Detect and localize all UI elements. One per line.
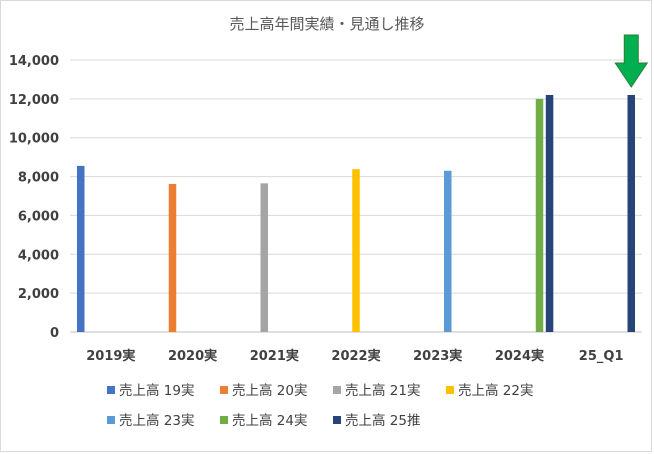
legend-item: 売上高 20実	[220, 382, 307, 399]
x-tick-label: 2024実	[495, 348, 544, 364]
x-tick-label: 25_Q1	[579, 349, 624, 364]
legend-item: 売上高 19実	[107, 382, 194, 399]
bar	[444, 170, 452, 332]
legend-label: 売上高 20実	[232, 382, 307, 399]
bar	[627, 94, 636, 332]
legend-label: 売上高 21実	[345, 382, 420, 399]
legend-label: 売上高 23実	[119, 412, 194, 429]
legend-swatch	[220, 416, 228, 424]
legend-item: 売上高 24実	[220, 412, 307, 429]
bar	[352, 169, 360, 332]
bar	[168, 183, 177, 332]
x-tick-label: 2023実	[413, 348, 462, 364]
legend-item: 売上高 23実	[107, 412, 194, 429]
legend-label: 売上高 19実	[119, 382, 194, 399]
y-tick-label: 2,000	[18, 287, 59, 302]
y-tick-label: 12,000	[9, 93, 59, 108]
legend-swatch	[333, 386, 341, 394]
legend-item: 売上高 25推	[333, 412, 420, 429]
y-axis: 0 2,000 4,000 6,000 8,000 10,000 12,000 14,000	[9, 54, 59, 341]
x-tick-label: 2021実	[250, 348, 299, 364]
legend-swatch	[107, 386, 115, 394]
legend-swatch	[333, 416, 341, 424]
legend-swatch	[107, 416, 115, 424]
x-tick-label: 2022実	[331, 348, 380, 364]
down-arrow-annotation	[614, 34, 649, 88]
y-tick-label: 4,000	[18, 248, 59, 263]
legend-item: 売上高 21実	[333, 382, 420, 399]
legend-label: 売上高 25推	[345, 412, 420, 429]
bars	[76, 94, 636, 332]
x-tick-label: 2019実	[86, 348, 135, 364]
y-tick-label: 8,000	[18, 171, 59, 186]
y-tick-label: 6,000	[18, 209, 59, 224]
y-tick-label: 0	[50, 326, 59, 341]
legend-swatch	[220, 386, 228, 394]
bar	[545, 94, 554, 332]
x-axis: 2019実 2020実 2021実 2022実 2023実 2024実 25_Q1	[86, 348, 623, 364]
legend-item: 売上高 22実	[446, 382, 533, 399]
bar	[76, 165, 85, 332]
y-tick-label: 14,000	[9, 54, 59, 69]
y-tick-label: 10,000	[9, 132, 59, 147]
legend-swatch	[446, 386, 454, 394]
bar	[535, 98, 544, 332]
legend-label: 売上高 22実	[458, 382, 533, 399]
x-tick-label: 2020実	[168, 348, 217, 364]
bar	[260, 183, 268, 332]
annotations	[614, 34, 649, 88]
legend-label: 売上高 24実	[232, 412, 307, 429]
chart-title: 売上高年間実績・見通し推移	[229, 15, 424, 33]
